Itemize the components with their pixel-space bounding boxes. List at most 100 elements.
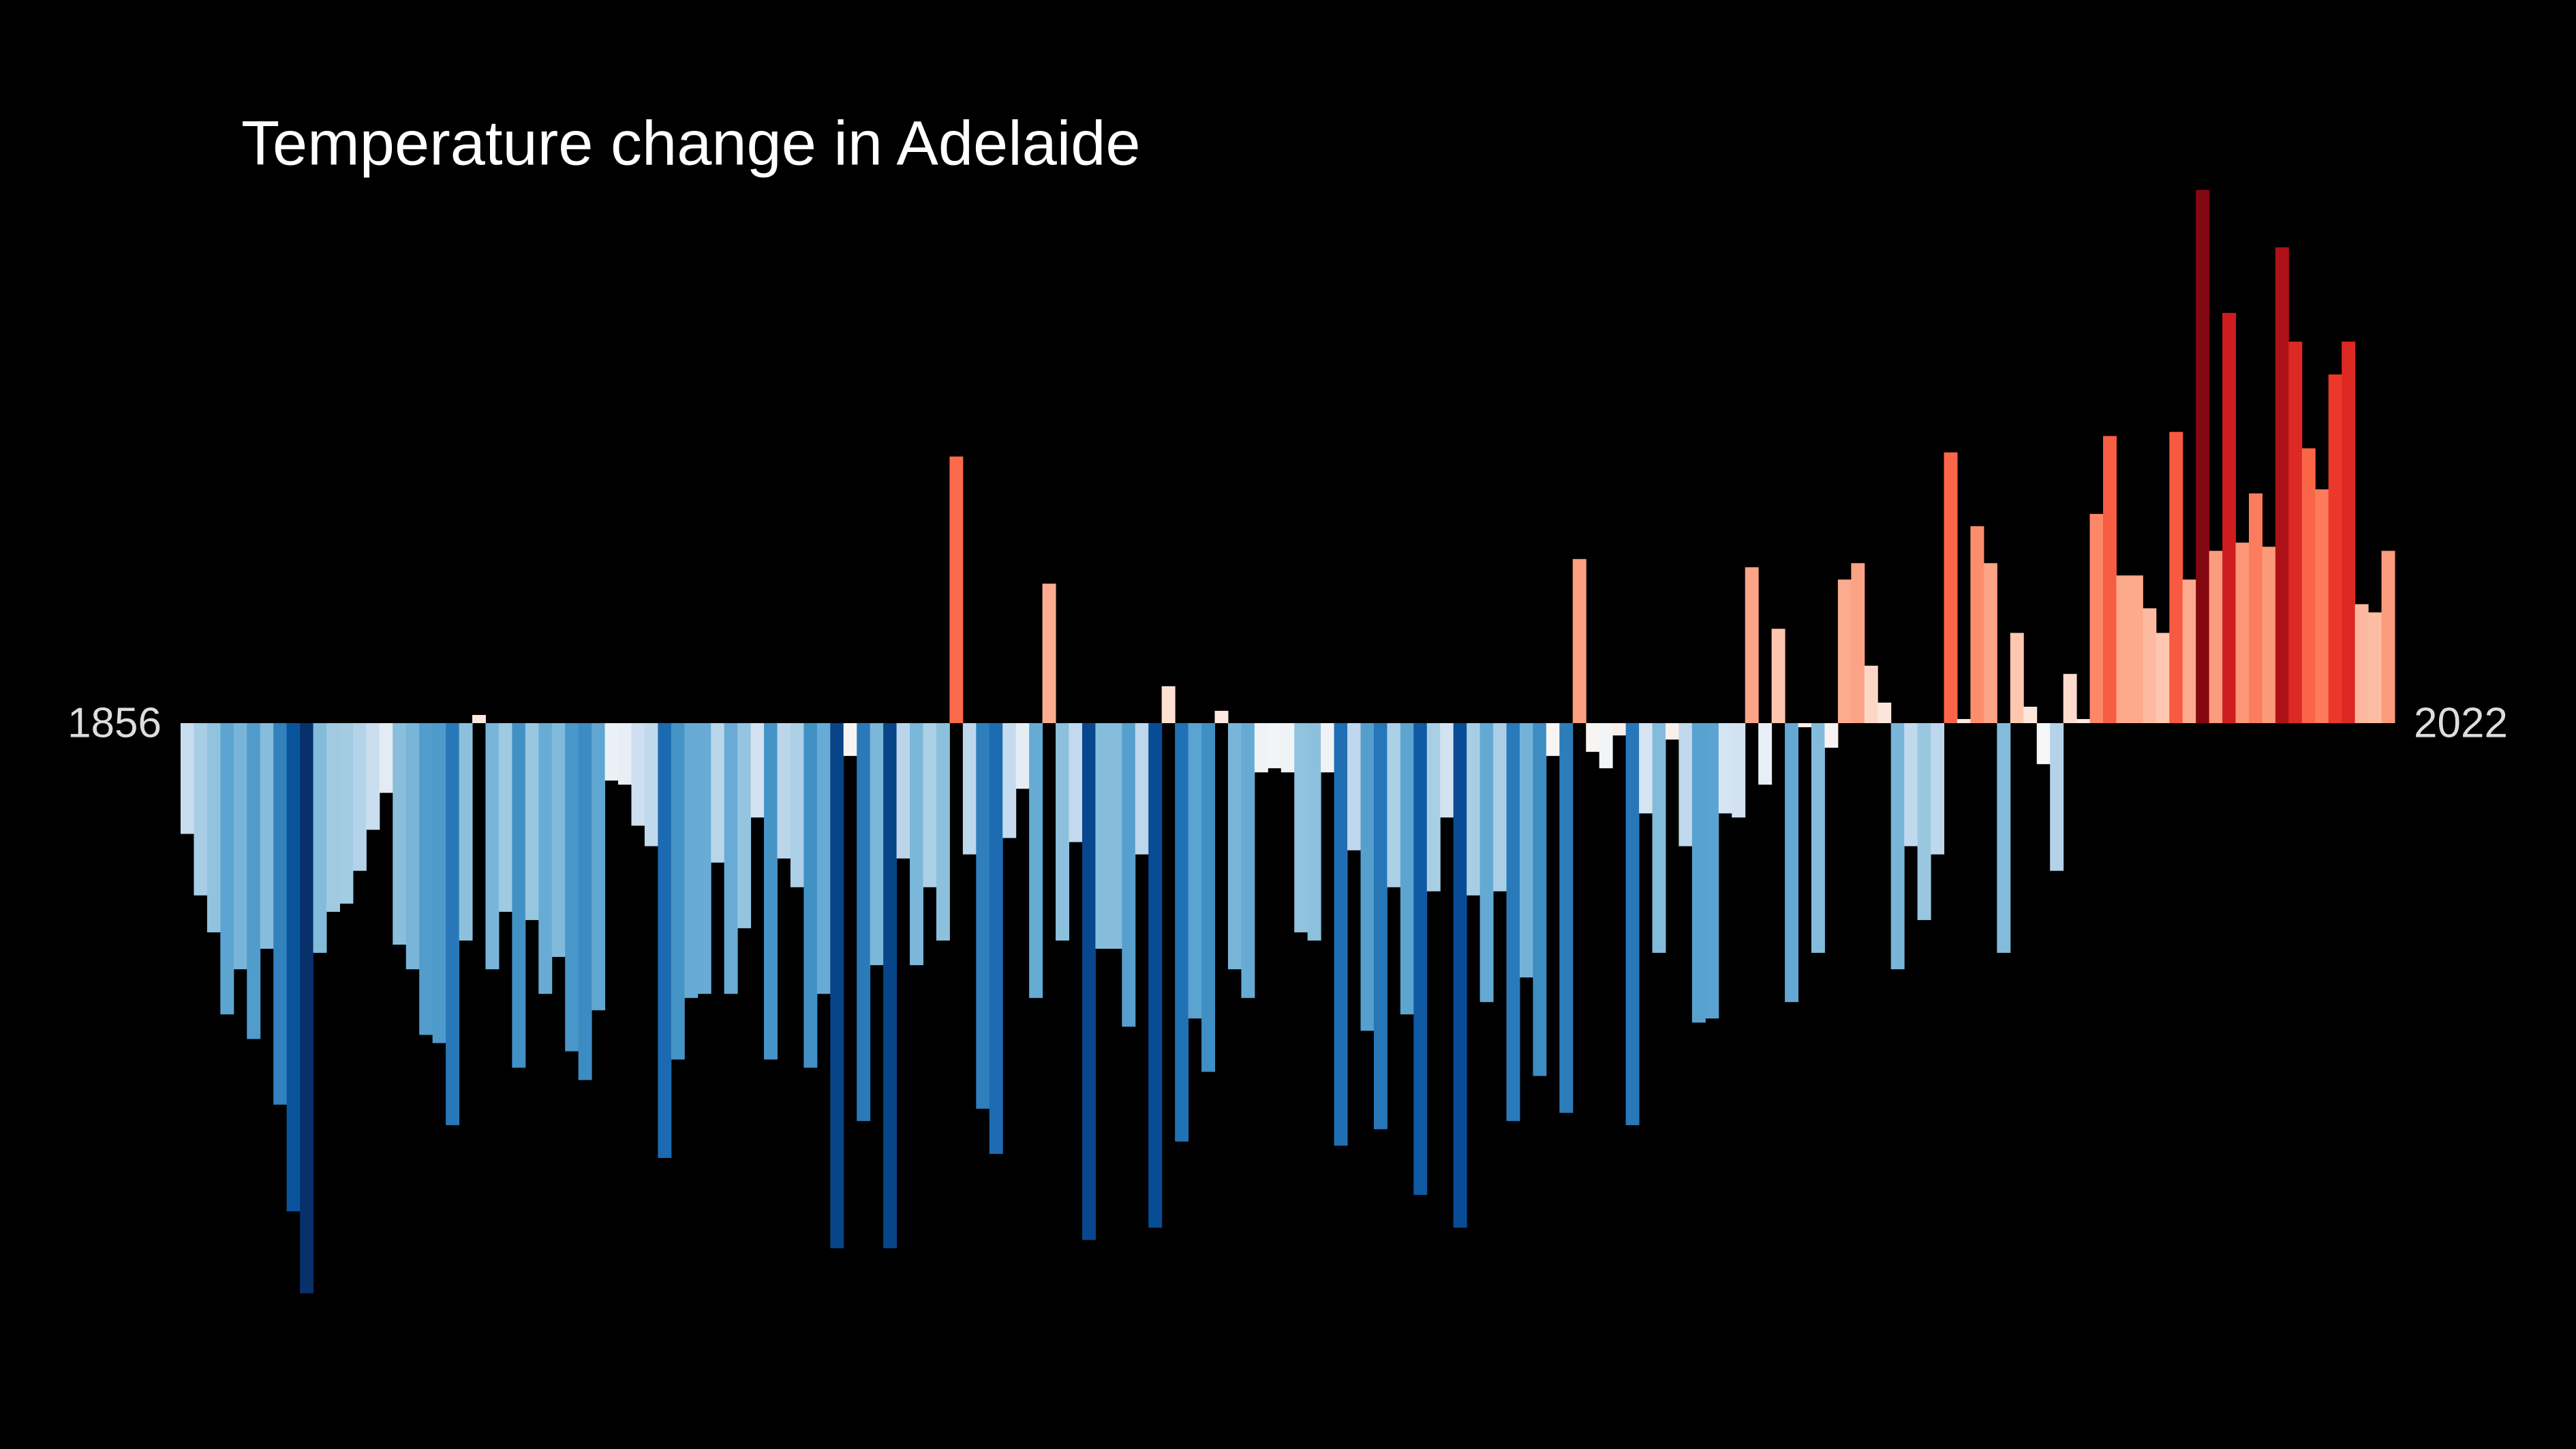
bar	[206, 723, 221, 932]
bar	[2315, 489, 2329, 723]
bar	[525, 723, 539, 920]
bar	[883, 723, 898, 1249]
bar	[2089, 514, 2104, 723]
bar	[1493, 723, 1507, 891]
bar	[326, 723, 340, 912]
bar	[1586, 723, 1600, 752]
bar	[1745, 567, 1759, 723]
bar	[2156, 632, 2170, 723]
bar	[1440, 723, 1454, 818]
bar	[512, 723, 526, 1068]
bar	[1519, 723, 1533, 978]
bar	[485, 723, 500, 970]
bar	[644, 723, 658, 846]
x-tick-label: 2022	[2414, 699, 2508, 746]
bar	[1785, 723, 1799, 1003]
bar	[2050, 723, 2064, 871]
bar	[1294, 723, 1308, 932]
bar	[1931, 723, 1945, 855]
bar	[1864, 665, 1878, 723]
bar	[1970, 526, 1984, 723]
bar	[538, 723, 553, 994]
bar	[1148, 723, 1163, 1228]
bar	[2288, 341, 2303, 724]
x-tick-label: 1856	[67, 699, 162, 746]
bar	[936, 723, 950, 941]
bar	[2129, 575, 2143, 723]
bar	[1453, 723, 1467, 1228]
bar	[896, 723, 910, 859]
bar	[1811, 723, 1825, 954]
bar	[352, 723, 367, 871]
bar	[790, 723, 804, 887]
bar	[671, 723, 685, 1060]
bar	[1095, 723, 1109, 949]
bar	[1665, 723, 1679, 740]
bar	[1188, 723, 1202, 1019]
bar	[631, 723, 645, 826]
bar	[1877, 702, 1892, 723]
bar	[1479, 723, 1494, 1003]
bar	[1387, 723, 1401, 887]
bar	[1227, 723, 1242, 970]
bar	[2076, 718, 2091, 723]
bar	[273, 723, 288, 1105]
bar	[2275, 247, 2289, 723]
bar	[459, 723, 473, 941]
bar	[2355, 604, 2369, 723]
bar	[2342, 341, 2356, 724]
bar	[1652, 723, 1666, 954]
bar	[1056, 723, 1069, 941]
bar	[1268, 723, 1282, 769]
bar	[1413, 723, 1428, 1195]
bar	[1957, 718, 1971, 723]
bar	[1732, 723, 1746, 818]
bar	[1161, 686, 1176, 723]
bar	[446, 723, 460, 1125]
bar	[1612, 723, 1627, 736]
bar	[777, 723, 791, 859]
bar	[1214, 710, 1229, 723]
bar	[1572, 559, 1586, 723]
bar	[1281, 723, 1295, 773]
bar	[724, 723, 738, 994]
bar	[565, 723, 579, 1052]
bar	[2023, 706, 2038, 723]
bar	[803, 723, 818, 1068]
bar	[1771, 628, 1785, 723]
bar	[1983, 563, 1997, 723]
bar	[816, 723, 831, 994]
bar	[1334, 723, 1348, 1146]
bar	[1201, 723, 1215, 1072]
bar	[2036, 723, 2051, 765]
bar	[1254, 723, 1268, 773]
bar	[1824, 723, 1839, 748]
bar	[313, 723, 327, 954]
bar	[1029, 723, 1043, 998]
bar	[2368, 612, 2382, 723]
bar	[233, 723, 247, 970]
bar	[419, 723, 433, 1035]
bar	[2143, 608, 2157, 723]
bar	[2381, 551, 2395, 723]
bar	[2301, 448, 2316, 723]
bar	[1559, 723, 1574, 1113]
bar	[989, 723, 1003, 1154]
bar	[1082, 723, 1096, 1240]
bar	[1546, 723, 1560, 757]
bar	[432, 723, 446, 1043]
bar	[1533, 723, 1547, 1076]
bar	[286, 723, 301, 1212]
bar	[1175, 723, 1189, 1142]
bar	[1122, 723, 1136, 1027]
bar	[1718, 723, 1732, 814]
bar	[697, 723, 711, 994]
bar	[604, 723, 619, 781]
bar	[1691, 723, 1706, 1023]
bar	[1705, 723, 1719, 1019]
bar	[1625, 723, 1640, 1125]
bar	[658, 723, 672, 1158]
bar	[1108, 723, 1122, 949]
bar	[1467, 723, 1481, 896]
bar	[498, 723, 512, 912]
